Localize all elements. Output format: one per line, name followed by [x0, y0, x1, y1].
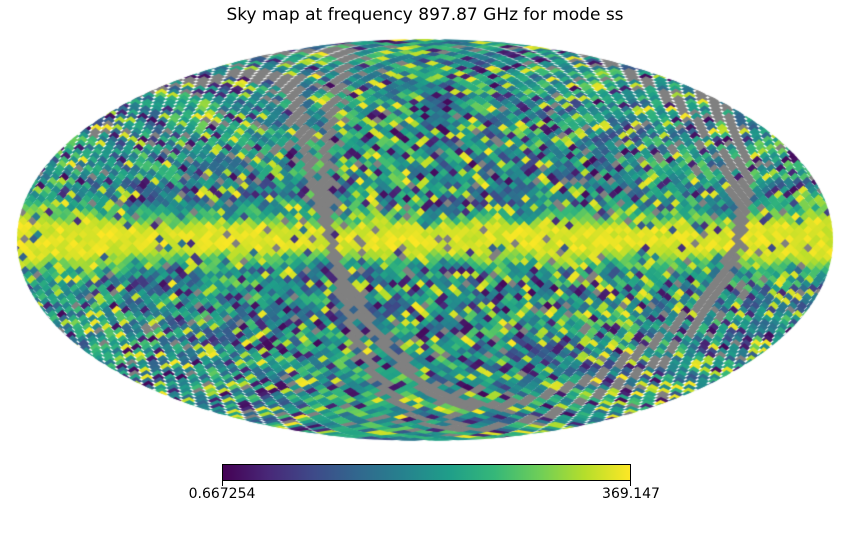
colorbar: 0.667254 369.147	[189, 464, 660, 502]
colorbar-tick-min	[222, 481, 223, 486]
colorbar-min-label: 0.667254	[188, 486, 256, 502]
sky-map-canvas	[0, 0, 850, 460]
colorbar-max-label: 369.147	[602, 486, 660, 502]
colorbar-tick-max	[630, 481, 631, 486]
colorbar-gradient	[222, 464, 631, 481]
